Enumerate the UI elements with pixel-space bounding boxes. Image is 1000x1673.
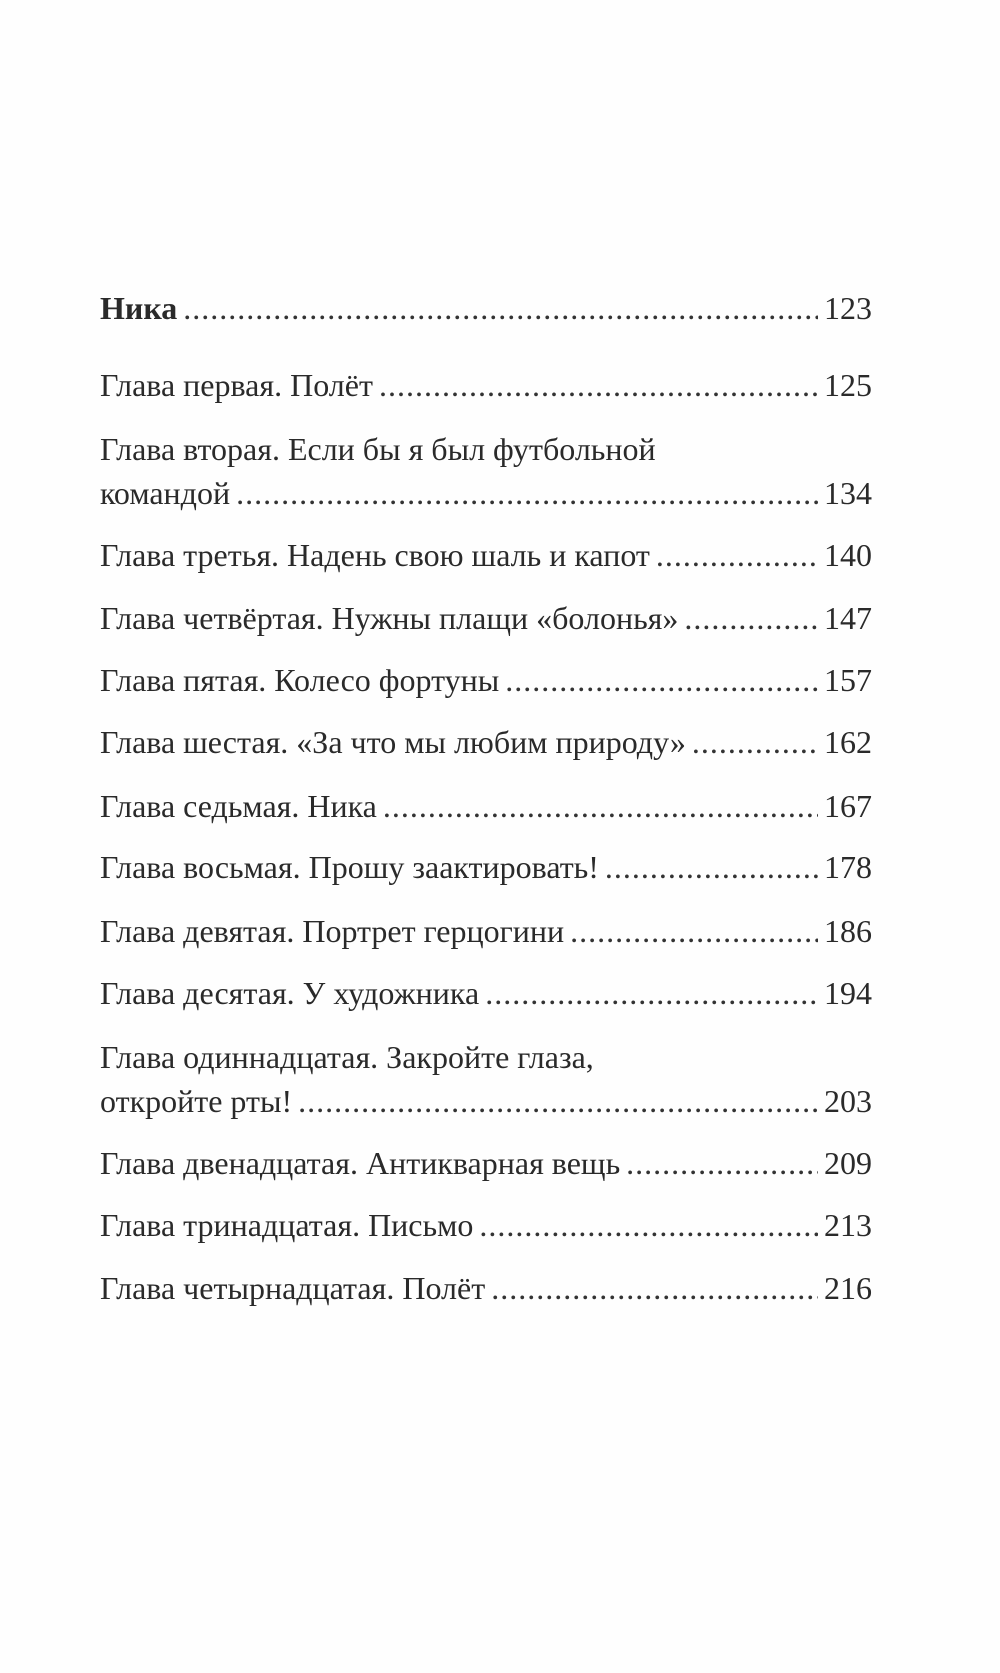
- dot-leader: [656, 533, 818, 577]
- chapter-title-line: Глава восьмая. Прошу заактировать!: [100, 849, 599, 885]
- dot-leader: [692, 720, 818, 764]
- chapter-title-line: Глава тринадцатая. Письмо: [100, 1207, 474, 1243]
- dot-leader: [479, 1203, 818, 1247]
- toc-chapter-entry: Глава двенадцатая. Антикварная вещь 209: [100, 1141, 872, 1185]
- chapter-title-line: Глава третья. Надень свою шаль и капот: [100, 537, 650, 573]
- page-number: 134: [824, 475, 872, 511]
- dot-leader: [183, 286, 818, 330]
- chapter-title-line: Глава девятая. Портрет герцогини: [100, 913, 565, 949]
- part-title: Ника: [100, 290, 178, 326]
- page-number: 178: [824, 849, 872, 885]
- page-number: 209: [824, 1145, 872, 1181]
- dot-leader: [605, 845, 818, 889]
- page-number: 123: [824, 290, 872, 326]
- dot-leader: [626, 1141, 818, 1185]
- toc-chapter-entry: Глава четвёртая. Нужны плащи «болонья» 14…: [100, 596, 872, 640]
- dot-leader: [383, 784, 818, 828]
- chapter-title-line: откройте рты!: [100, 1083, 293, 1119]
- toc-chapter-entry: Глава четырнадцатая. Полёт 216: [100, 1266, 872, 1310]
- toc-chapter-entry: Глава пятая. Колесо фортуны 157: [100, 658, 872, 702]
- toc-chapter-entry: Глава первая. Полёт 125: [100, 363, 872, 407]
- dot-leader: [298, 1079, 818, 1123]
- page-number: 147: [824, 600, 872, 636]
- toc-chapter-entry: Глава одиннадцатая. Закройте глаза, откро…: [100, 1035, 872, 1123]
- page-number: 162: [824, 724, 872, 760]
- chapter-title-line: Глава десятая. У художника: [100, 975, 480, 1011]
- toc-chapter-entry: Глава десятая. У художника 194: [100, 971, 872, 1015]
- toc-part-entry: Ника 123: [100, 286, 872, 330]
- chapter-title-line: Глава двенадцатая. Антикварная вещь: [100, 1145, 621, 1181]
- toc-chapter-entry: Глава восьмая. Прошу заактировать! 178: [100, 845, 872, 889]
- chapter-title-line: Глава четырнадцатая. Полёт: [100, 1270, 486, 1306]
- page-number: 157: [824, 662, 872, 698]
- toc-chapter-entry: Глава девятая. Портрет герцогини 186: [100, 909, 872, 953]
- page-number: 213: [824, 1207, 872, 1243]
- dot-leader: [491, 1266, 818, 1310]
- page-number: 167: [824, 788, 872, 824]
- page-number: 216: [824, 1270, 872, 1306]
- chapter-title-line: Глава четвёртая. Нужны плащи «болонья»: [100, 600, 679, 636]
- chapter-title-line: Глава вторая. Если бы я был футбольной: [100, 431, 656, 467]
- toc-chapter-entry: Глава третья. Надень свою шаль и капот 14…: [100, 533, 872, 577]
- dot-leader: [236, 471, 818, 515]
- chapter-title-line: Глава первая. Полёт: [100, 367, 373, 403]
- toc-chapter-entry: Глава тринадцатая. Письмо 213: [100, 1203, 872, 1247]
- page-number: 140: [824, 537, 872, 573]
- dot-leader: [379, 363, 818, 407]
- chapter-title-line: Глава пятая. Колесо фортуны: [100, 662, 500, 698]
- chapter-title-line: Глава одиннадцатая. Закройте глаза,: [100, 1039, 594, 1075]
- dot-leader: [505, 658, 818, 702]
- page-number: 203: [824, 1083, 872, 1119]
- toc-chapter-entry: Глава шестая. «За что мы любим природу» 1…: [100, 720, 872, 764]
- dot-leader: [570, 909, 818, 953]
- dot-leader: [485, 971, 818, 1015]
- chapter-title-line: Глава шестая. «За что мы любим природу»: [100, 724, 686, 760]
- page-number: 125: [824, 367, 872, 403]
- chapter-title-line: командой: [100, 475, 231, 511]
- page-number: 186: [824, 913, 872, 949]
- toc-chapter-entry: Глава вторая. Если бы я был футбольной ко…: [100, 427, 872, 515]
- page-number: 194: [824, 975, 872, 1011]
- chapter-title-line: Глава седьмая. Ника: [100, 788, 377, 824]
- dot-leader: [684, 596, 818, 640]
- toc-chapter-entry: Глава седьмая. Ника 167: [100, 784, 872, 828]
